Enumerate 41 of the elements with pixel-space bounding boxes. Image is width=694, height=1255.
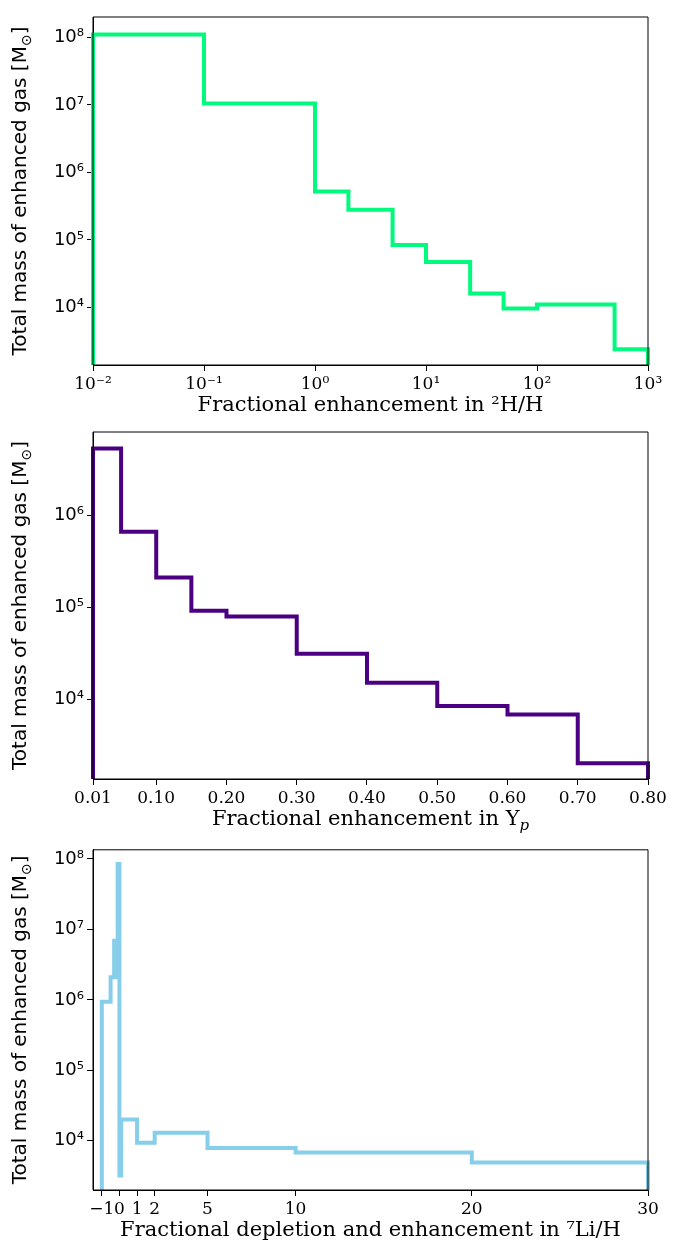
x-tick-label: 0.10 [137,786,176,807]
x-tick-label: 20 [460,1197,483,1218]
x-tick-label: 10¹ [411,372,441,393]
y-tick-label: 10⁴ [53,1128,84,1150]
x-tick-label: 0.30 [277,786,316,807]
y-tick-label: 10⁵ [53,1057,84,1079]
y-axis-title: Total mass of enhanced gas [M⊙] [7,855,34,1186]
x-tick-label: 0 [114,1197,125,1218]
y-axis-title: Total mass of enhanced gas [M⊙] [7,26,34,357]
y-tick-label: 10⁵ [53,594,84,616]
x-tick-label: 10² [522,372,552,393]
y-tick-label: 10⁵ [53,227,84,249]
y-axis-title: Total mass of enhanced gas [M⊙] [7,441,34,771]
y-tick-label: 10⁷ [53,92,84,114]
y-tick-label: 10⁷ [53,917,84,939]
x-tick-label: 10⁻¹ [185,372,223,393]
x-axis-title: Fractional depletion and enhancement in ⁷Li/H [120,1217,621,1241]
x-tick-label: 0.70 [558,786,597,807]
x-tick-label: 10³ [633,372,663,393]
y-tick-label: 10⁶ [53,502,84,524]
x-tick-label: 0.01 [74,786,112,807]
y-tick-label: 10⁶ [53,160,84,182]
y-tick-label: 10⁶ [53,987,84,1009]
x-tick-label: 10 [284,1197,307,1218]
x-tick-label: 0.60 [488,786,527,807]
x-tick-label: 5 [202,1197,213,1218]
x-tick-label: −1 [89,1197,115,1218]
y-tick-label: 10⁴ [53,686,84,708]
x-axis-title: Fractional enhancement in ²H/H [197,392,544,416]
x-tick-label: 0.80 [629,786,667,807]
y-tick-label: 10⁸ [53,846,84,868]
x-tick-label: 0.40 [348,786,386,807]
y-tick-label: 10⁴ [53,295,84,317]
x-tick-label: 10⁰ [300,372,330,393]
x-tick-label: 0.20 [207,786,246,807]
x-tick-label: 10⁻² [74,372,112,393]
y-tick-label: 10⁸ [53,24,84,46]
x-tick-label: 1 [131,1197,143,1218]
x-tick-label: 30 [637,1197,659,1218]
x-tick-label: 0.50 [418,786,457,807]
x-tick-label: 2 [149,1197,161,1218]
